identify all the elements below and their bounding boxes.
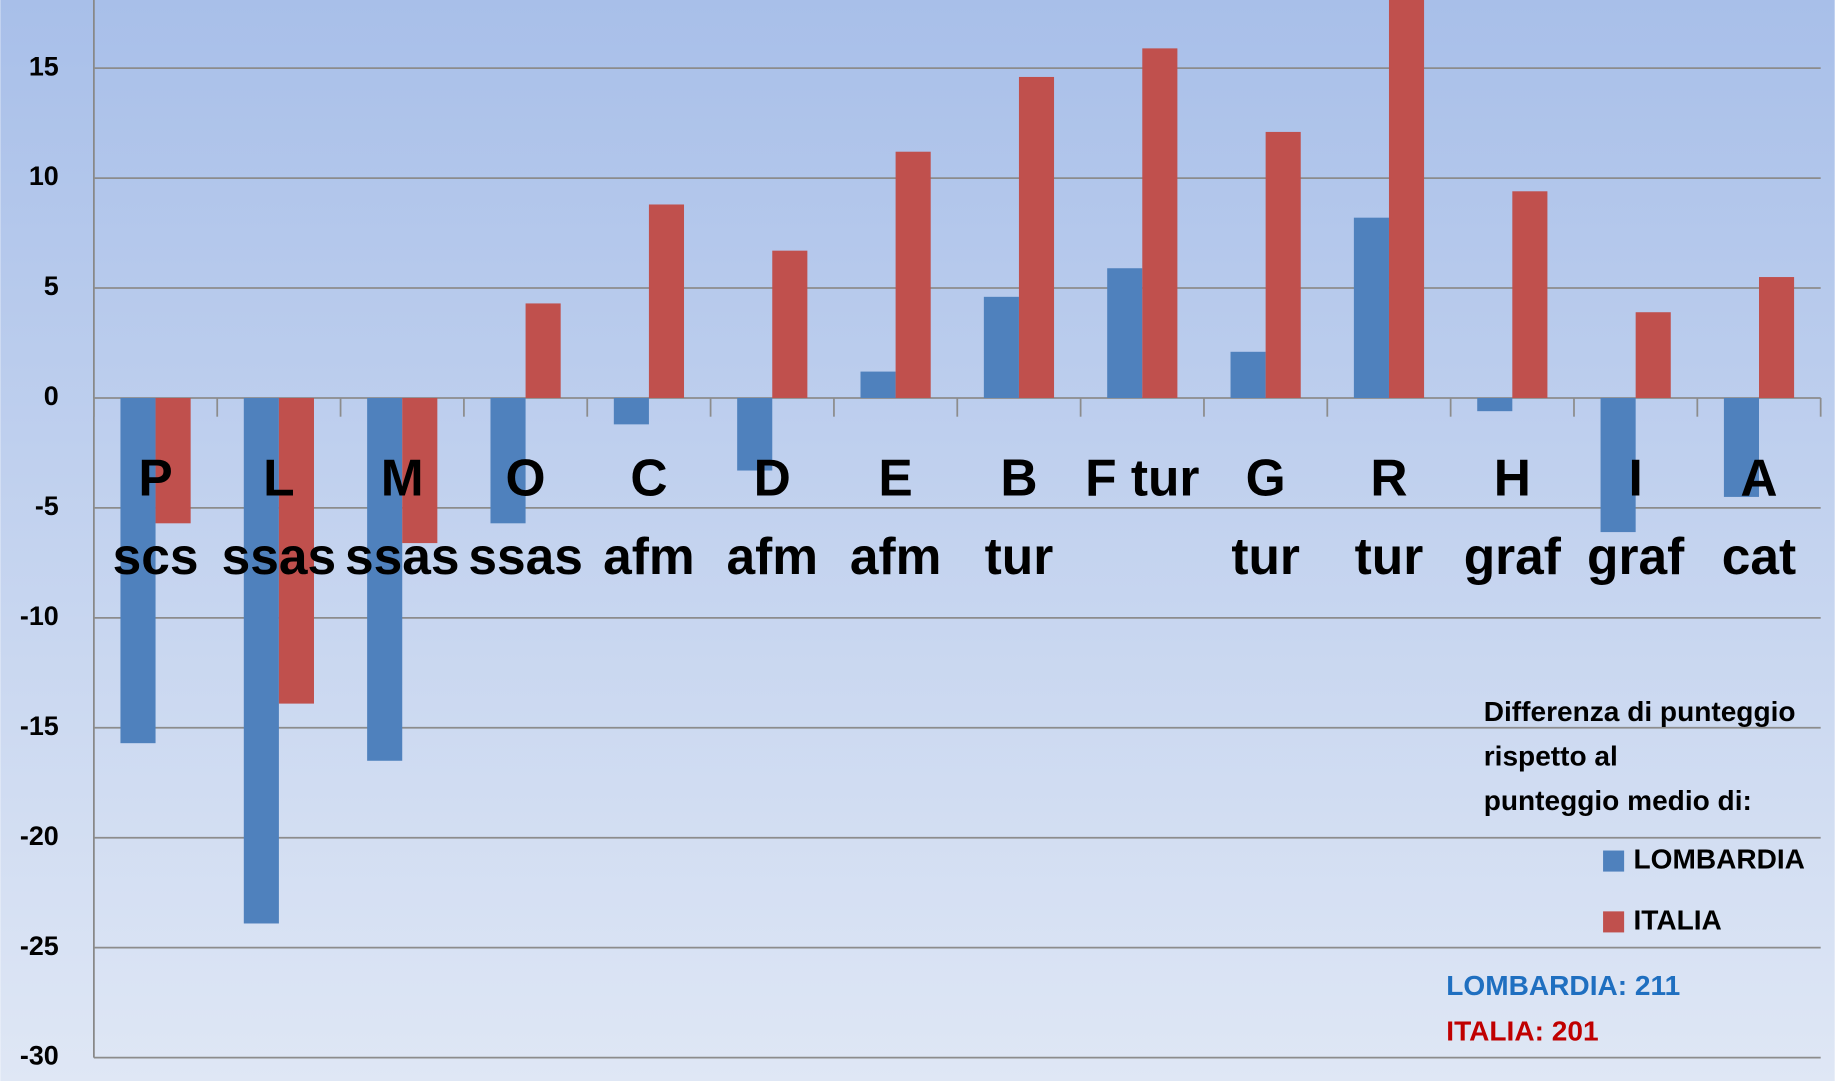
y-tick-label: -10 xyxy=(20,601,59,631)
bar xyxy=(1230,351,1266,398)
x-tick-label: E xyxy=(878,449,912,507)
annotation: ITALIA: 201 xyxy=(1446,1015,1598,1046)
annotation: LOMBARDIA: 211 xyxy=(1446,970,1680,1001)
x-tick-label: H xyxy=(1494,449,1531,507)
y-tick-label: -5 xyxy=(35,491,59,521)
x-tick-label: tur xyxy=(985,527,1054,585)
bar xyxy=(155,397,191,524)
bar xyxy=(1635,312,1671,398)
x-tick-label: L xyxy=(263,449,294,507)
legend-label: LOMBARDIA xyxy=(1633,843,1804,874)
bar xyxy=(1388,0,1425,398)
x-tick-label: scs xyxy=(113,527,199,585)
x-tick-label: I xyxy=(1629,449,1643,507)
x-tick-label: afm xyxy=(603,527,695,585)
x-tick-label: afm xyxy=(726,527,818,585)
legend-title: punteggio medio di: xyxy=(1484,785,1752,816)
bar xyxy=(737,397,773,471)
x-tick-label: D xyxy=(754,449,791,507)
bar xyxy=(1353,217,1389,398)
x-tick-label: M xyxy=(381,449,424,507)
x-tick-label: C xyxy=(630,449,667,507)
x-tick-label: G xyxy=(1246,449,1286,507)
bar xyxy=(525,303,561,398)
bar xyxy=(1512,191,1548,398)
bar xyxy=(1477,397,1513,412)
bar xyxy=(1018,76,1055,398)
x-tick-label: A xyxy=(1740,449,1777,507)
legend-title: Differenza di punteggio xyxy=(1484,696,1796,727)
x-tick-label: B xyxy=(1000,449,1037,507)
bar xyxy=(648,204,685,398)
x-tick-label: ssas xyxy=(468,527,582,585)
bar xyxy=(983,296,1019,398)
x-tick-label: P xyxy=(138,449,172,507)
bar xyxy=(1265,131,1301,398)
bar xyxy=(490,397,526,524)
bar xyxy=(1142,48,1178,398)
x-tick-label: R xyxy=(1370,449,1407,507)
bar xyxy=(895,151,931,398)
y-tick-label: 5 xyxy=(44,271,59,301)
y-tick-label: 10 xyxy=(29,161,59,191)
y-tick-label: -15 xyxy=(20,711,59,741)
legend-swatch xyxy=(1603,911,1625,933)
x-tick-label: afm xyxy=(850,527,942,585)
bar xyxy=(772,250,808,398)
y-tick-label: -20 xyxy=(20,821,59,851)
legend-label: ITALIA xyxy=(1633,904,1721,935)
bar xyxy=(243,397,279,924)
x-tick-label: cat xyxy=(1722,527,1796,585)
bar xyxy=(1723,397,1760,497)
y-tick-label: 15 xyxy=(29,51,59,81)
x-tick-label: graf xyxy=(1464,527,1562,585)
bar xyxy=(367,397,403,761)
x-tick-label: O xyxy=(506,449,546,507)
x-tick-label: tur xyxy=(1231,527,1300,585)
bar xyxy=(613,397,649,425)
x-tick-label: graf xyxy=(1587,527,1685,585)
bar xyxy=(1107,268,1143,398)
legend-title: rispetto al xyxy=(1484,741,1618,772)
x-tick-label: F tur xyxy=(1085,449,1199,507)
y-tick-label: 0 xyxy=(44,381,59,411)
y-tick-label: -25 xyxy=(20,931,59,961)
bar xyxy=(1759,277,1795,398)
x-tick-label: tur xyxy=(1355,527,1424,585)
bar xyxy=(278,397,314,704)
bar xyxy=(860,371,896,398)
x-tick-label: ssas xyxy=(222,527,337,585)
bar xyxy=(1600,397,1636,533)
bar xyxy=(402,397,438,544)
x-tick-label: ssas xyxy=(345,527,459,585)
bar xyxy=(120,397,156,744)
legend-swatch xyxy=(1603,850,1625,872)
y-tick-label: -30 xyxy=(20,1041,59,1071)
